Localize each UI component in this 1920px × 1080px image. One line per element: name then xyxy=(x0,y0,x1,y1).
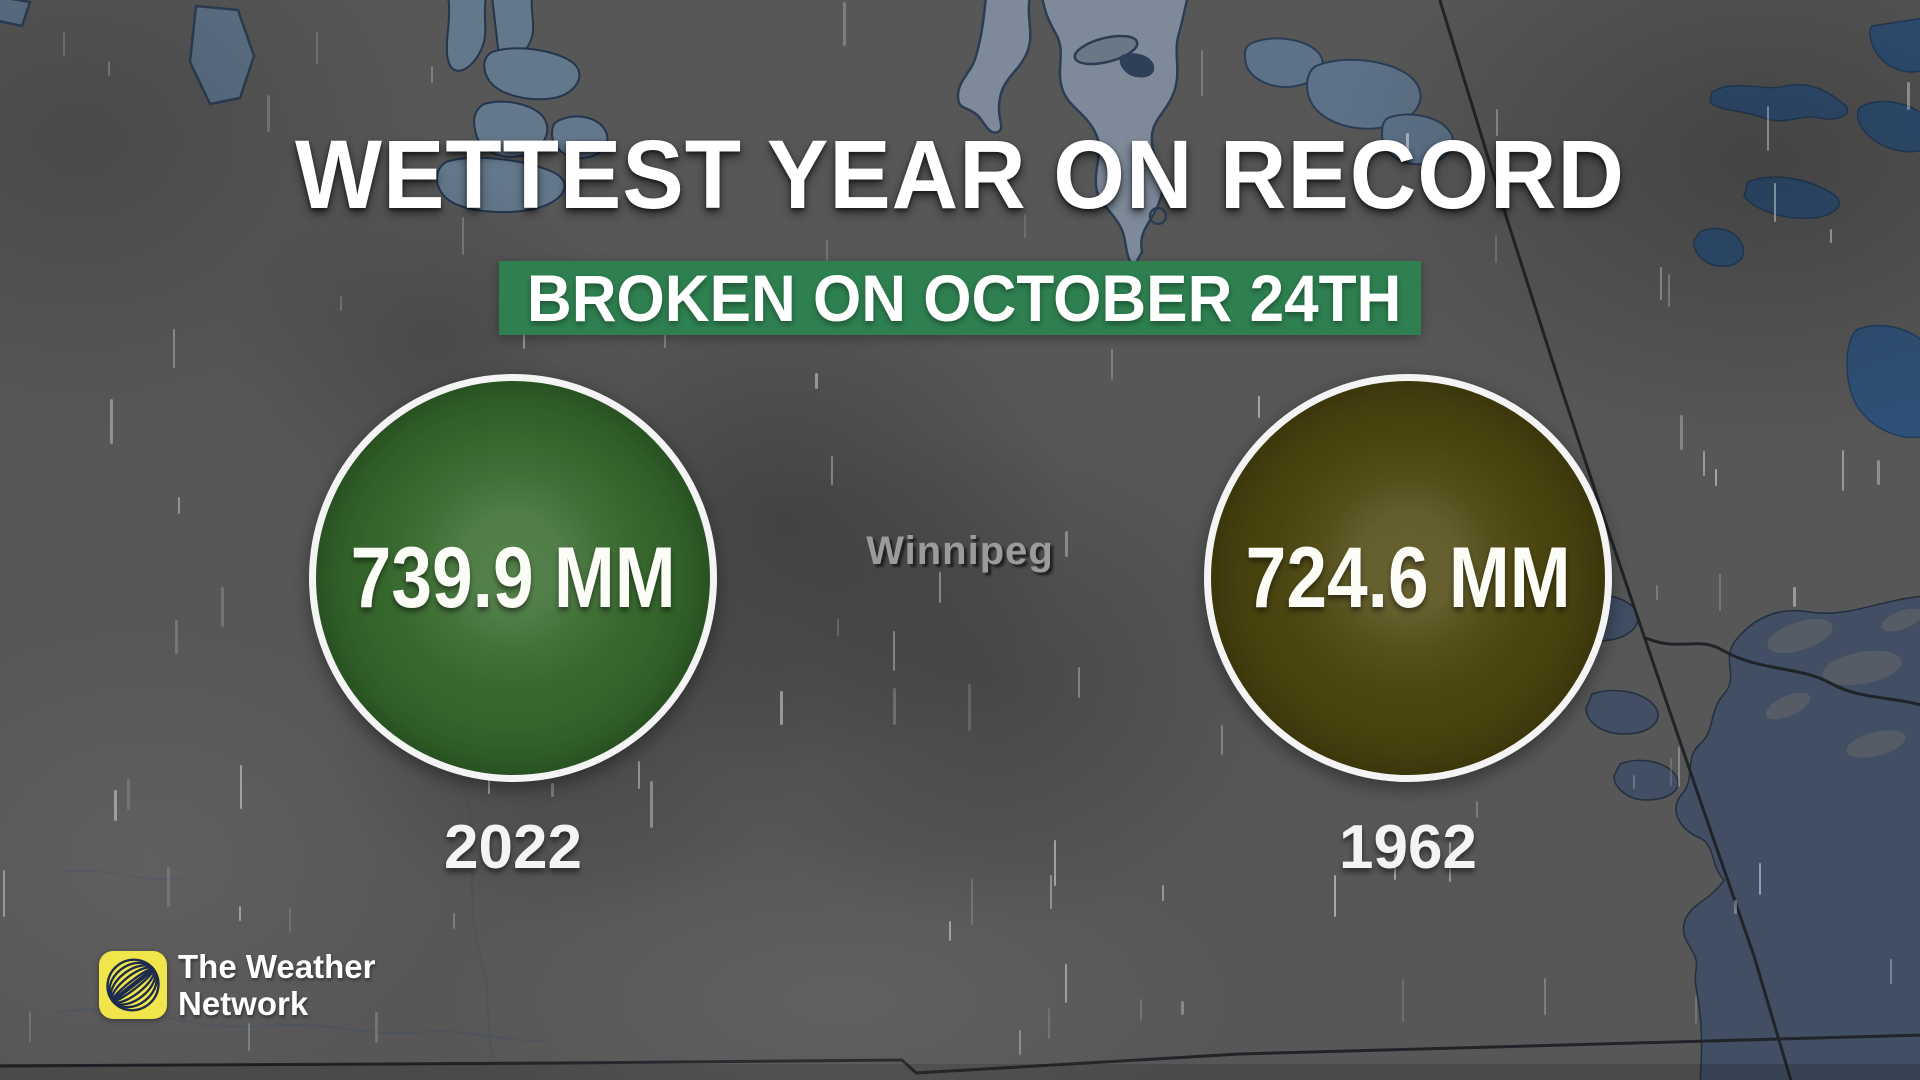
weather-network-logo: The Weather Network xyxy=(99,948,375,1022)
map-city-label: Winnipeg xyxy=(866,529,1054,573)
record-year-1962: 1962 xyxy=(1339,813,1477,882)
subtitle-banner: BROKEN ON OCTOBER 24TH xyxy=(499,261,1421,335)
logo-line-2: Network xyxy=(178,985,309,1022)
page-title: WETTEST YEAR ON RECORD xyxy=(295,120,1625,229)
record-value-2022: 739.9 MM xyxy=(350,529,676,626)
logo-yellow-box xyxy=(99,951,167,1019)
globe-icon xyxy=(106,958,160,1012)
record-circle-2022: 739.9 MM xyxy=(309,374,717,782)
record-circle-1962: 724.6 MM xyxy=(1204,374,1612,782)
logo-wordmark: The Weather Network xyxy=(178,948,375,1022)
record-value-1962: 724.6 MM xyxy=(1245,529,1571,626)
record-year-2022: 2022 xyxy=(444,813,582,882)
subtitle-banner-label: BROKEN ON OCTOBER 24TH xyxy=(526,261,1402,335)
logo-line-1: The Weather xyxy=(178,948,376,985)
